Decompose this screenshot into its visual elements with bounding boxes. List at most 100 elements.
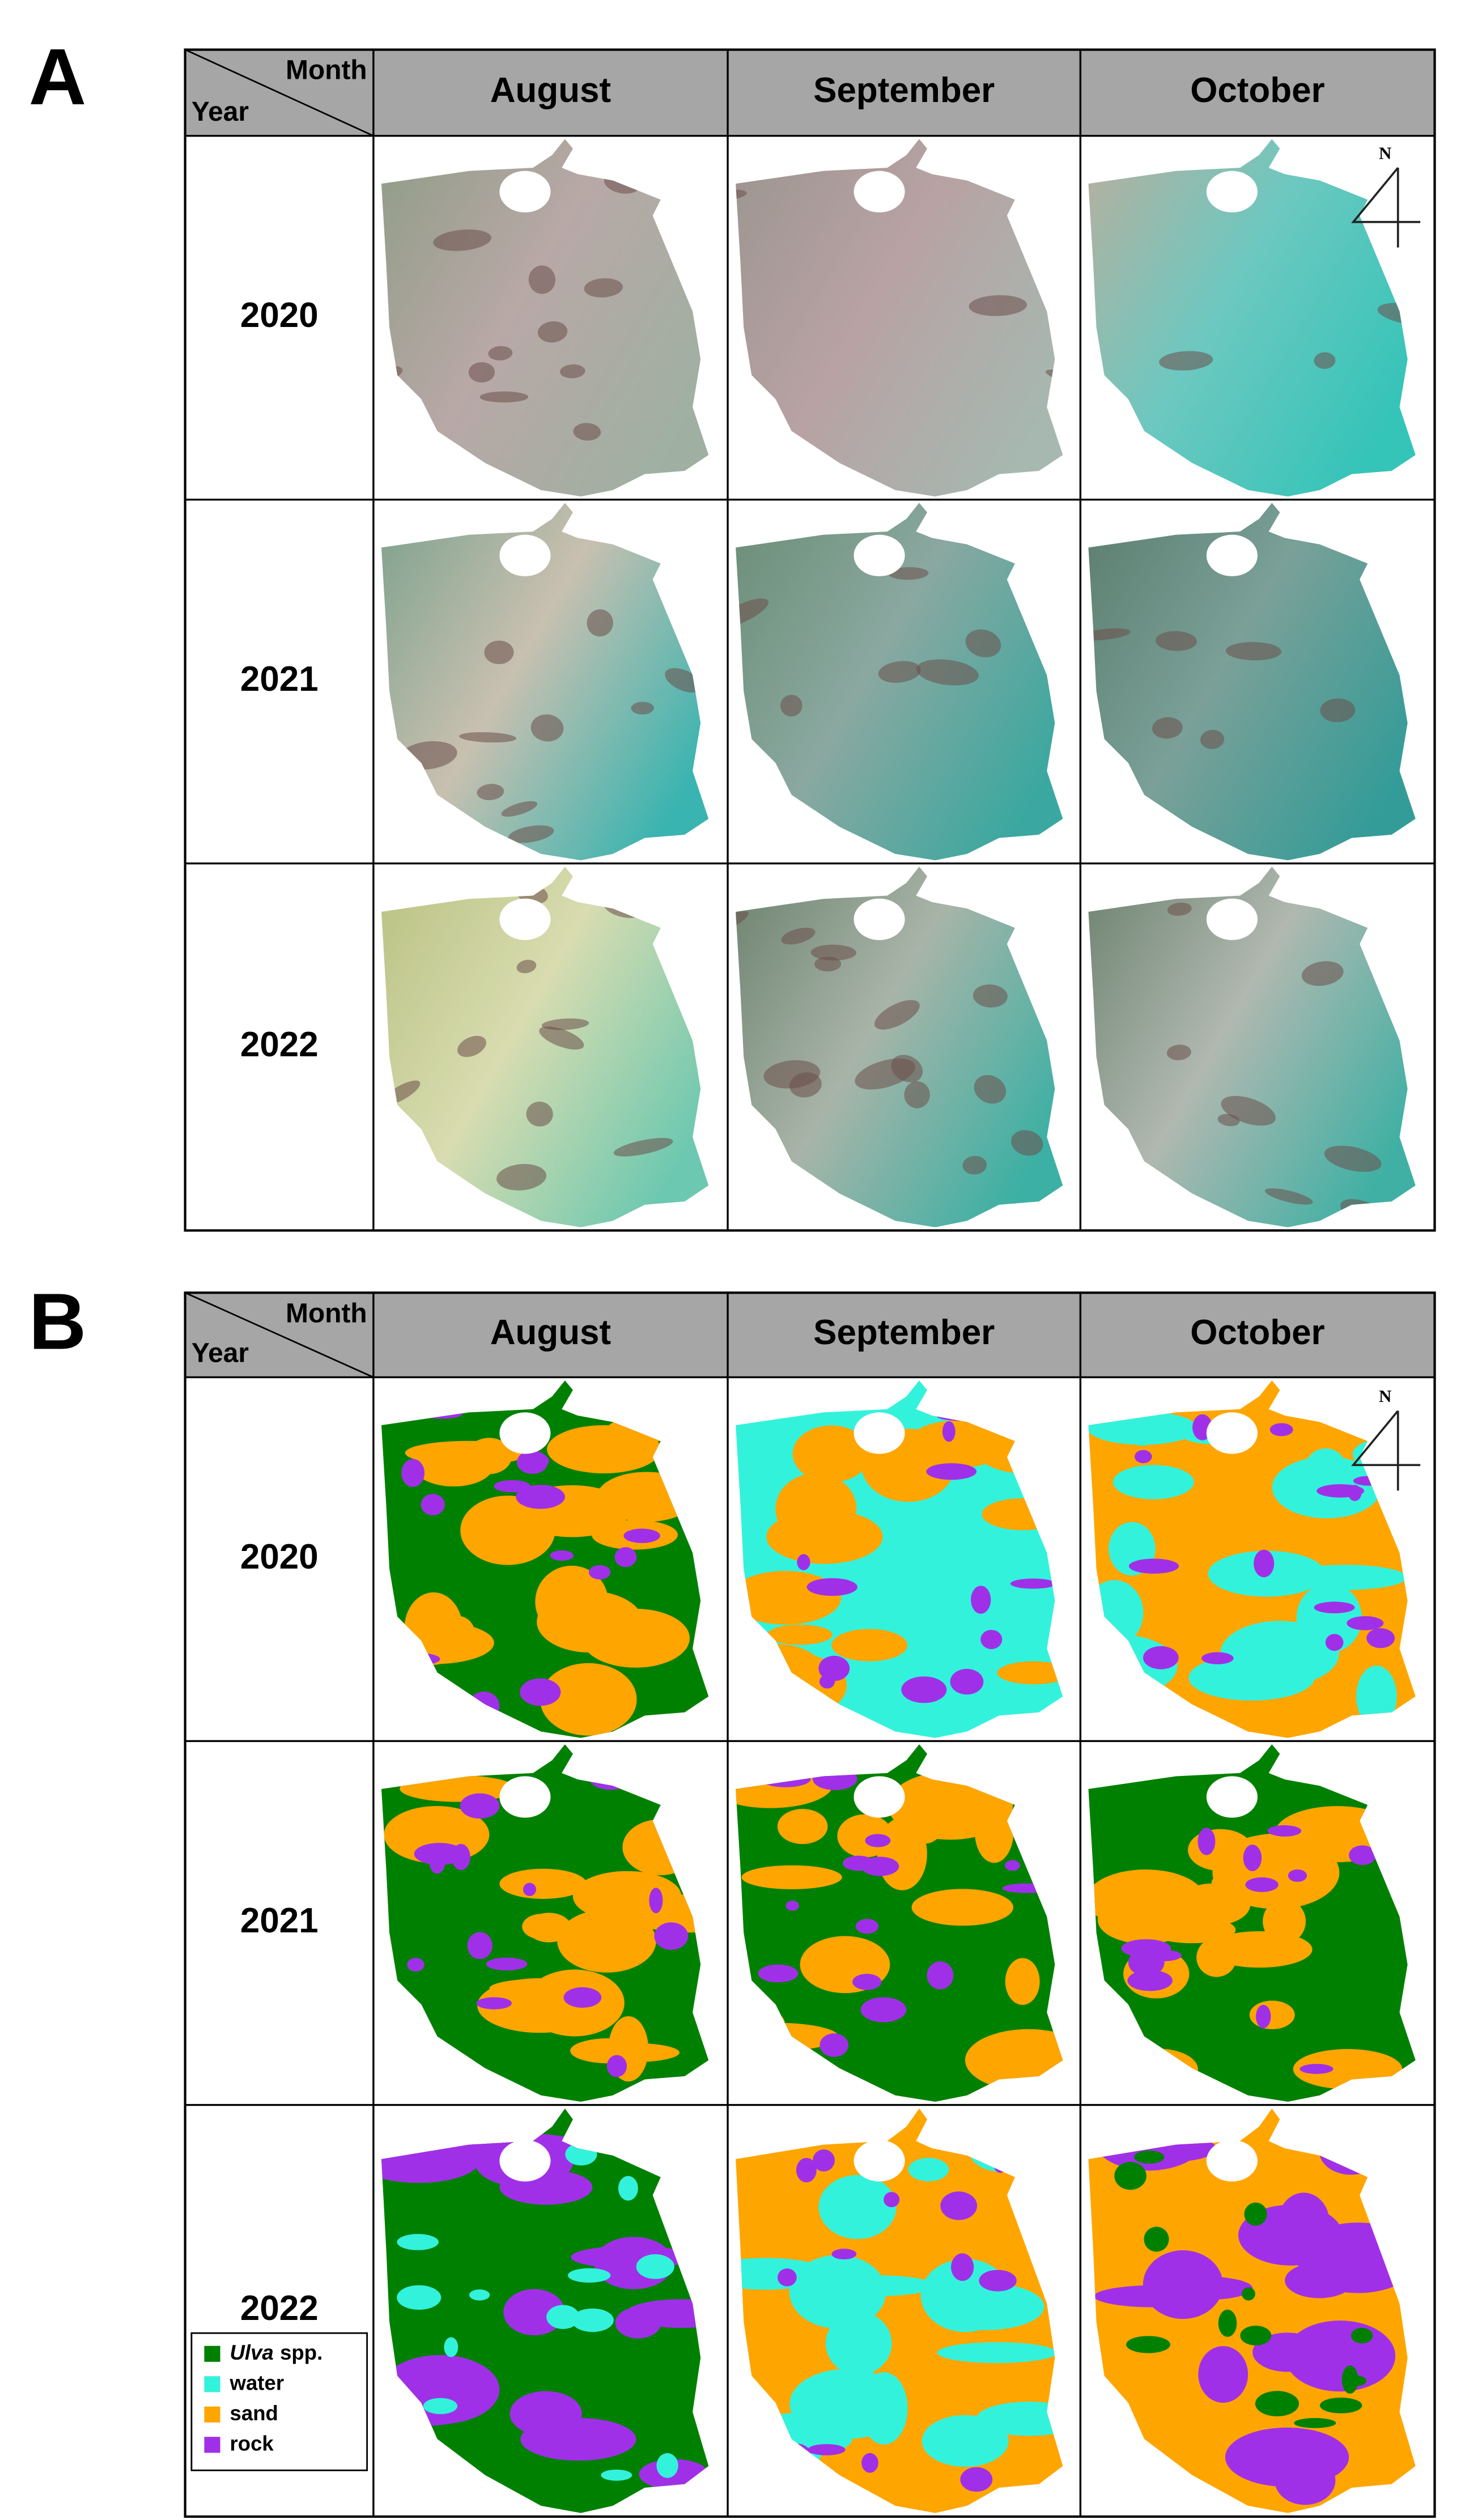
reef (573, 423, 601, 441)
column-header: October (1190, 71, 1324, 110)
class-patch (1275, 2456, 1336, 2505)
class-patch (516, 1485, 565, 1509)
class-patch (979, 2270, 1017, 2292)
class-patch (1356, 1665, 1397, 1728)
reef (220, 831, 265, 865)
class-patch (1088, 1580, 1144, 1646)
reef (974, 1075, 1007, 1104)
class-patch (656, 2453, 678, 2478)
reef (1200, 730, 1225, 749)
class-patch (1114, 2162, 1146, 2190)
class-patch (965, 2029, 1063, 2092)
class-patch (636, 2254, 674, 2279)
bay (499, 171, 551, 213)
map-photo (381, 139, 709, 497)
bay (853, 2140, 905, 2182)
class-patch (1198, 2346, 1249, 2403)
class-patch (1348, 2375, 1367, 2386)
class-patch (1263, 1899, 1306, 1944)
class-patch (1001, 1386, 1063, 1437)
class-patch (926, 1463, 977, 1480)
reef (1443, 1264, 1465, 1294)
class-patch (568, 2268, 611, 2283)
class-patch (908, 2157, 949, 2182)
class-patch (1353, 1476, 1385, 1486)
reef (736, 673, 738, 706)
reef (781, 928, 816, 945)
reef (488, 346, 513, 360)
class-patch (960, 2467, 993, 2492)
reef (1221, 1096, 1276, 1126)
class-patch (1366, 1628, 1395, 1648)
class-patch (901, 1676, 947, 1703)
class-patch (1005, 1860, 1021, 1871)
reef (537, 321, 568, 343)
class-patch (467, 1932, 492, 1960)
class-patch (1252, 2332, 1322, 2372)
header-row (185, 1293, 1435, 1378)
bay (499, 1776, 551, 1818)
class-patch (572, 1871, 682, 1922)
reef (631, 702, 654, 715)
class-patch (1351, 2327, 1373, 2344)
reef (962, 1155, 987, 1175)
reef (1277, 872, 1330, 897)
class-patch (597, 1472, 697, 1522)
class-patch (589, 1766, 632, 1790)
class-patch (1240, 2326, 1272, 2346)
bay (853, 1412, 905, 1454)
legend-box (190, 2332, 368, 2471)
legend-label-text: rock (230, 2432, 274, 2455)
reef (1159, 351, 1213, 371)
class-patch (618, 2175, 638, 2201)
class-patch (547, 1425, 661, 1474)
column-header: September (813, 71, 995, 110)
bay (499, 898, 551, 940)
reef (60, 367, 128, 417)
reef (516, 959, 537, 974)
bay (853, 534, 905, 576)
class-patch (1004, 2126, 1053, 2148)
reef (1225, 641, 1282, 661)
reef (965, 629, 1001, 657)
class-patch (966, 1775, 1001, 1808)
reef (484, 640, 514, 665)
class-patch (951, 2253, 974, 2281)
reef (1167, 902, 1192, 916)
reef (973, 984, 1008, 1008)
class-patch (1256, 2004, 1271, 2029)
class-patch (865, 1834, 891, 1847)
class-patch (877, 1817, 927, 1890)
north-label: N (1379, 1386, 1391, 1406)
class-patch (1144, 2226, 1169, 2252)
row-header: 2020 (240, 296, 319, 335)
bay (1206, 2140, 1258, 2182)
class-patch (468, 1692, 500, 1720)
map-photo (736, 866, 1063, 1227)
reef (528, 265, 556, 294)
reef (424, 808, 455, 831)
class-patch (1128, 1558, 1179, 1574)
class-patch (499, 1868, 587, 1899)
map-image (381, 1380, 709, 1738)
class-patch (1127, 1970, 1173, 1991)
class-patch (736, 1759, 834, 1808)
reef (1111, 469, 1171, 501)
reef (459, 732, 516, 743)
class-patch (625, 2299, 709, 2328)
bay (499, 2140, 551, 2182)
legend-label: sand (230, 2401, 278, 2424)
class-patch (563, 1987, 602, 2008)
legend-label-text: spp. (280, 2340, 322, 2364)
class-patch (980, 1630, 1003, 1650)
class-patch (982, 1498, 1063, 1531)
class-patch (1005, 1958, 1040, 2005)
legend-swatch (204, 2376, 220, 2392)
class-patch (997, 1661, 1063, 1685)
reef (904, 1081, 930, 1108)
reef (1085, 791, 1114, 815)
reef (370, 441, 429, 482)
class-patch (1349, 1845, 1377, 1865)
class-patch (766, 1510, 883, 1564)
